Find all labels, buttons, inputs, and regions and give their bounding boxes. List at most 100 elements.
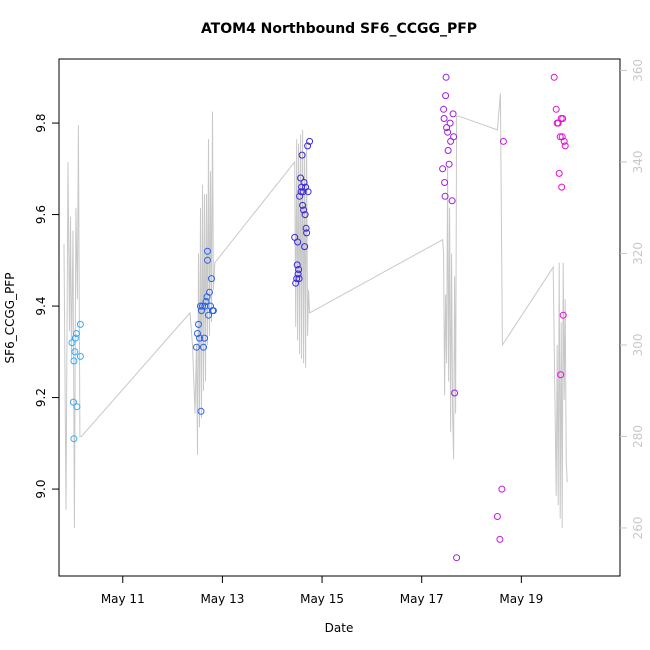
- data-point: [293, 275, 301, 283]
- data-point: [204, 247, 211, 255]
- data-point: [558, 183, 566, 191]
- data-point: [69, 398, 77, 406]
- data-point: [441, 192, 449, 200]
- data-point: [440, 105, 448, 113]
- y-axis-label: SF6_CCGG_PFP: [3, 273, 17, 364]
- x-tick-label: May 11: [101, 592, 145, 606]
- data-point: [448, 197, 456, 205]
- data-point: [73, 403, 81, 411]
- data-point: [304, 188, 312, 196]
- x-axis: May 11 May 13 May 15 May 17 May 19: [101, 576, 543, 606]
- y2-tick-label: 320: [631, 242, 645, 265]
- data-point: [304, 142, 312, 150]
- data-point: [292, 279, 300, 287]
- data-point: [196, 334, 203, 342]
- data-point: [71, 334, 79, 342]
- plot-frame: [58, 58, 621, 577]
- data-point: [499, 137, 507, 145]
- data-point: [440, 115, 448, 122]
- data-point: [70, 435, 78, 443]
- data-point: [294, 238, 302, 246]
- data-point: [559, 311, 567, 319]
- data-point: [208, 275, 215, 283]
- x-tick-label: May 13: [200, 592, 244, 606]
- data-point: [205, 311, 212, 319]
- data-point: [561, 142, 569, 150]
- data-point: [306, 137, 314, 145]
- data-point: [446, 119, 454, 127]
- data-point: [302, 224, 310, 232]
- data-point: [198, 307, 205, 315]
- data-point: [209, 307, 217, 315]
- data-point: [194, 330, 201, 337]
- data-point: [450, 133, 458, 141]
- data-point: [294, 270, 302, 278]
- y2-tick-label: 360: [631, 59, 645, 82]
- data-point: [556, 133, 564, 141]
- data-point: [550, 73, 558, 81]
- data-point: [299, 201, 307, 209]
- data-point: [199, 302, 206, 310]
- data-point: [439, 165, 447, 173]
- data-point: [202, 298, 210, 305]
- data-point: [197, 302, 204, 310]
- data-point: [301, 211, 309, 219]
- data-point: [72, 330, 80, 337]
- data-point: [496, 535, 504, 543]
- data-point: [204, 256, 211, 264]
- line-series: [63, 93, 568, 529]
- y2-tick-label: 340: [631, 150, 645, 173]
- data-point: [293, 261, 301, 269]
- y-tick-label: 9.8: [34, 114, 48, 133]
- data-point: [442, 92, 450, 100]
- data-point: [300, 179, 308, 186]
- data-point: [557, 371, 565, 379]
- y2-tick-label: 280: [631, 425, 645, 448]
- data-point: [443, 124, 451, 132]
- data-point: [206, 288, 213, 296]
- data-point: [442, 73, 450, 81]
- data-point: [445, 160, 453, 168]
- data-point: [195, 320, 202, 328]
- data-point: [200, 343, 207, 351]
- data-point: [76, 352, 84, 360]
- x-tick-label: May 19: [499, 592, 543, 606]
- data-point: [295, 266, 303, 273]
- data-point: [555, 169, 563, 177]
- data-point: [552, 105, 560, 113]
- data-point: [193, 343, 200, 351]
- y-tick-label: 9.0: [34, 480, 48, 499]
- data-point: [449, 110, 457, 118]
- data-point: [303, 229, 311, 237]
- data-point: [201, 334, 208, 342]
- y2-tick-label: 260: [631, 517, 645, 540]
- data-point: [70, 357, 78, 365]
- data-point: [76, 320, 84, 328]
- data-point: [444, 147, 452, 154]
- y-axis: 9.0 9.2 9.4 9.6 9.8: [34, 114, 59, 499]
- x-tick-label: May 17: [400, 592, 444, 606]
- data-point: [301, 243, 309, 251]
- data-point: [493, 513, 501, 520]
- data-point: [295, 275, 303, 283]
- y-tick-label: 9.6: [34, 205, 48, 224]
- data-point: [298, 151, 306, 159]
- data-point: [453, 554, 461, 562]
- data-point: [197, 407, 205, 415]
- y-tick-label: 9.4: [34, 297, 48, 316]
- data-point: [559, 115, 567, 122]
- data-point: [297, 174, 305, 182]
- x-tick-label: May 15: [300, 592, 344, 606]
- y2-tick-label: 300: [631, 333, 645, 356]
- data-point: [68, 339, 76, 347]
- y-tick-label: 9.2: [34, 388, 48, 407]
- data-point: [451, 389, 459, 397]
- data-point: [297, 188, 305, 196]
- chart-title: ATOM4 Northbound SF6_CCGG_PFP: [201, 21, 477, 37]
- data-point: [558, 133, 566, 141]
- data-point: [71, 348, 79, 356]
- data-point: [498, 485, 506, 493]
- data-point: [296, 192, 304, 200]
- points-layer: [68, 73, 569, 562]
